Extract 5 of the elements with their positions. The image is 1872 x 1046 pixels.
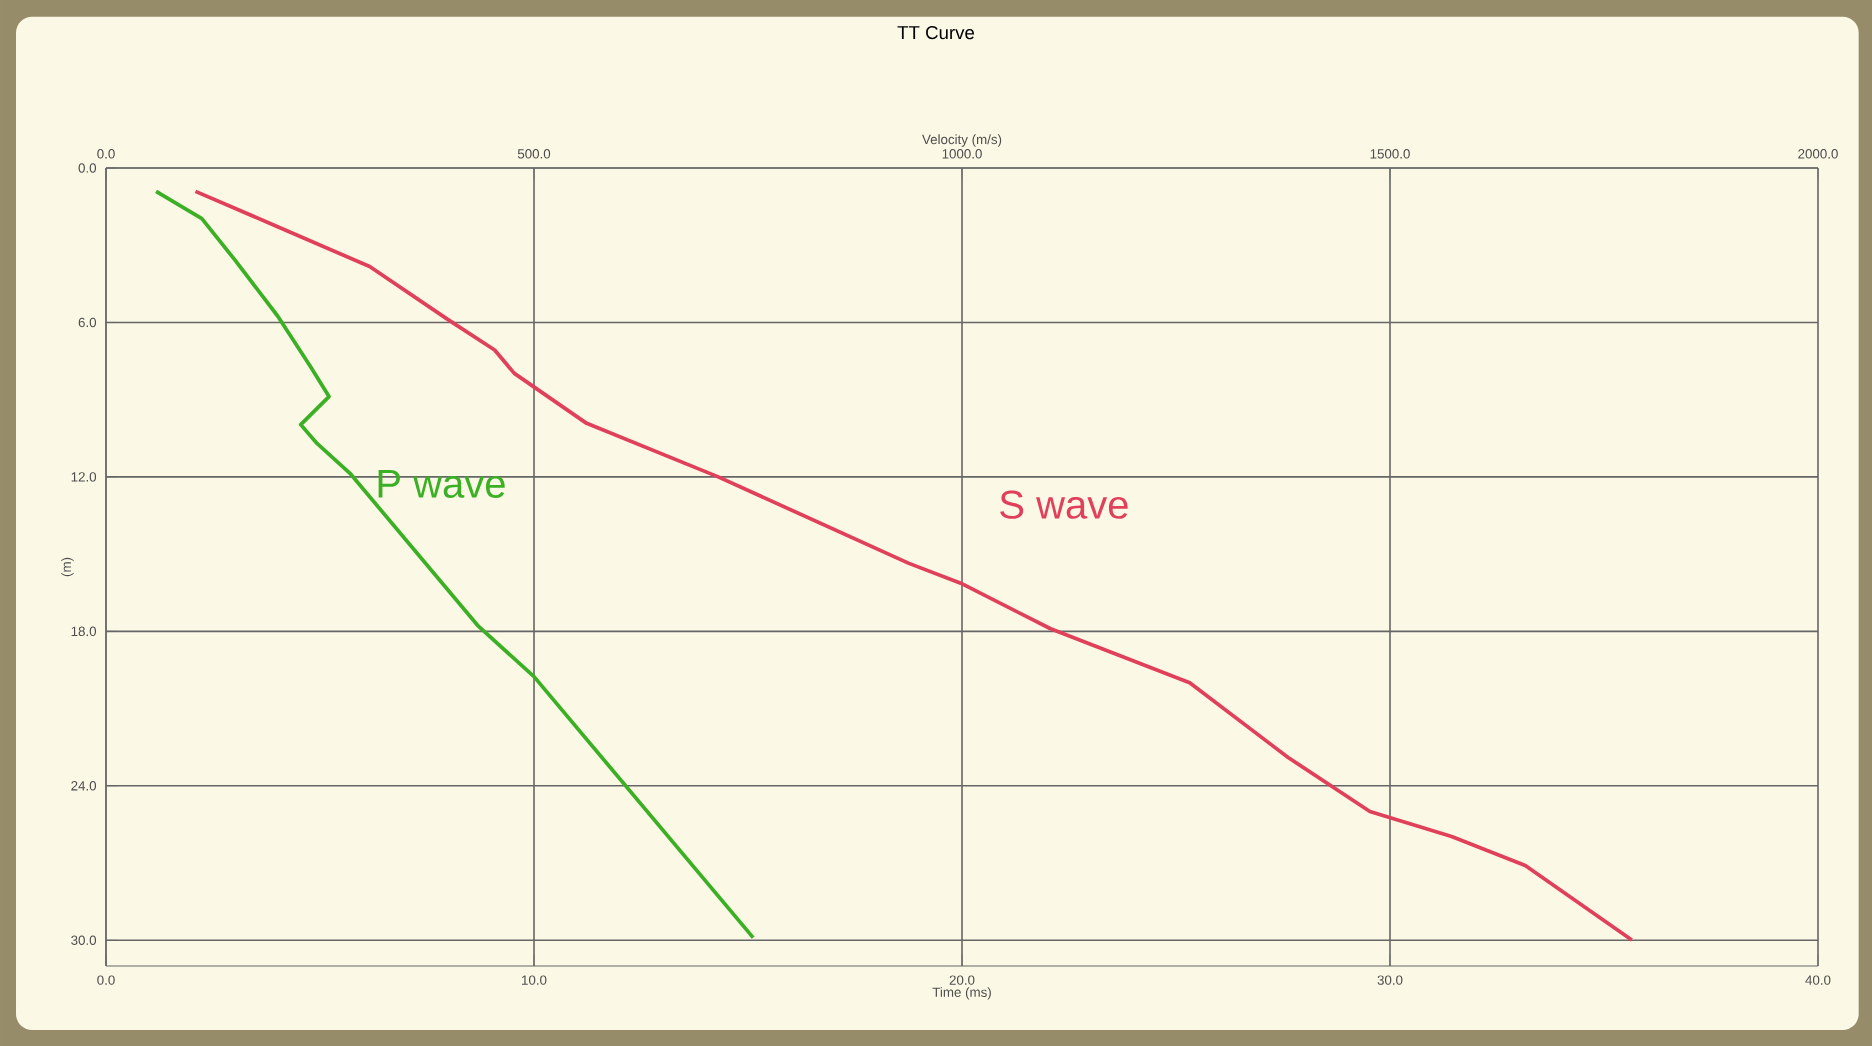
- line-series: [154, 189, 756, 940]
- series-label: P wave: [378, 469, 505, 498]
- chart-title: TT Curve: [897, 26, 975, 40]
- line-series: [193, 189, 1634, 942]
- series-label: S wave: [1000, 490, 1128, 519]
